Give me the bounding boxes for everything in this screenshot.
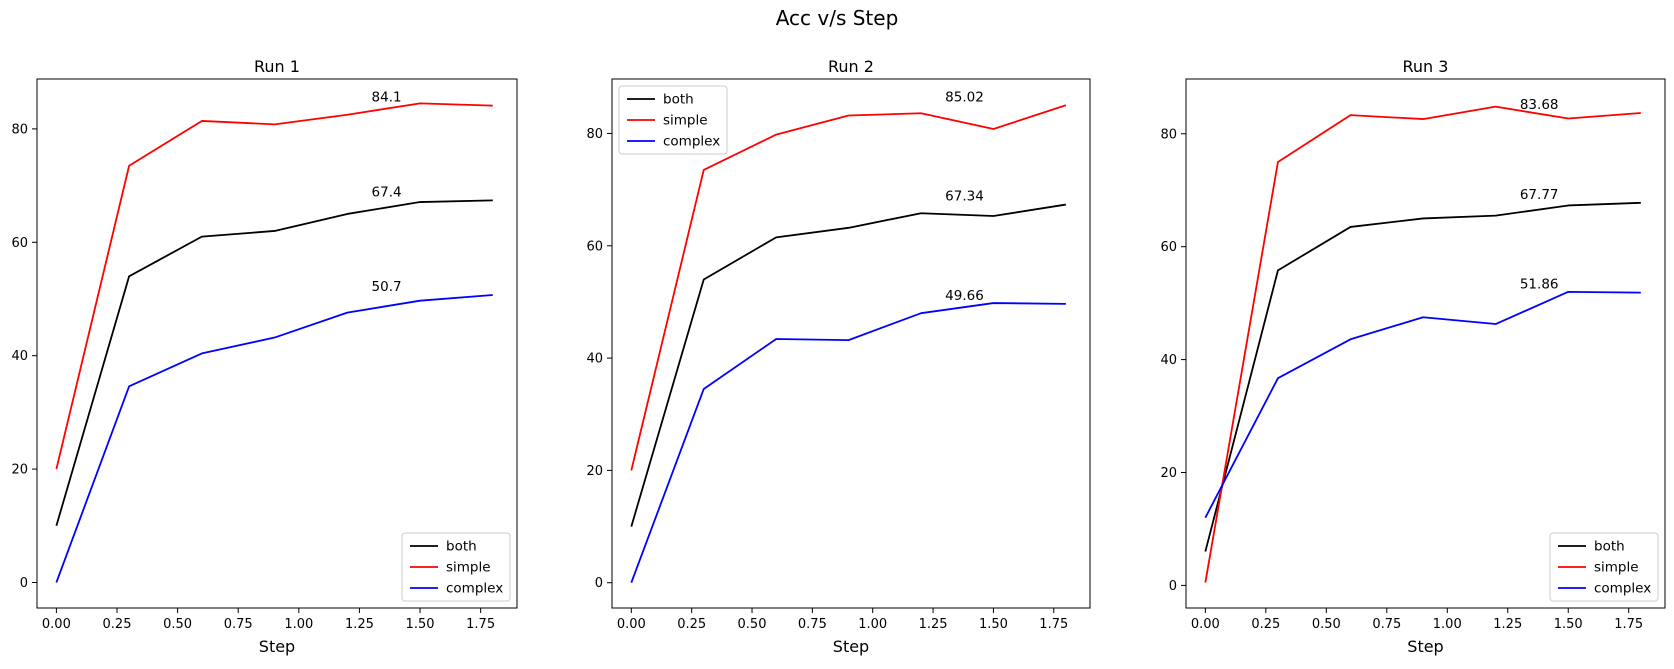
value-annotation: 51.86 — [1520, 277, 1559, 293]
subplot-title: Run 3 — [1403, 57, 1449, 76]
x-axis-label: Step — [833, 637, 869, 656]
y-tick-label: 40 — [11, 349, 28, 364]
x-tick-label: 1.75 — [1039, 617, 1068, 632]
series-line-both — [630, 203, 1067, 527]
series-line-both — [1204, 201, 1641, 552]
y-tick-label: 20 — [11, 463, 28, 478]
x-tick-label: 0.50 — [1312, 617, 1341, 632]
y-tick-label: 20 — [586, 464, 603, 479]
y-tick-label: 0 — [595, 576, 603, 591]
legend-label-complex: complex — [1594, 581, 1651, 597]
plot-frame — [36, 78, 518, 609]
y-tick-label: 40 — [586, 352, 603, 367]
y-tick-label: 0 — [1169, 579, 1177, 594]
legend-box — [401, 532, 511, 602]
x-tick-label: 0.25 — [677, 617, 706, 632]
x-axis-label: Step — [259, 637, 295, 656]
x-tick-label: 1.25 — [1493, 617, 1522, 632]
x-tick-label: 0.00 — [42, 617, 71, 632]
subplot-title: Run 2 — [828, 57, 874, 76]
value-annotation: 49.66 — [945, 288, 984, 304]
x-tick-label: 1.50 — [1554, 617, 1583, 632]
x-tick-label: 0.75 — [798, 617, 827, 632]
legend-label-both: both — [1594, 539, 1625, 555]
legend-label-complex: complex — [663, 134, 720, 150]
y-tick-label: 60 — [586, 239, 603, 254]
y-tick-label: 60 — [1160, 240, 1177, 255]
y-tick-label: 40 — [1160, 353, 1177, 368]
legend-label-both: both — [663, 92, 694, 108]
subplot-run-1: Run 1 84.1 67.4 50.7 0.00 0.25 0.50 0.75 1.00 1.2… — [11, 57, 518, 656]
x-tick-label: 1.00 — [284, 617, 313, 632]
plot-frame — [611, 78, 1091, 609]
x-tick-label: 1.50 — [406, 617, 435, 632]
x-tick-label: 1.25 — [919, 617, 948, 632]
subplot-run-3: Run 3 83.68 67.77 51.86 0.00 0.25 0.50 0.75 1.00… — [1160, 57, 1666, 656]
series-line-complex — [55, 294, 493, 583]
legend: both simple complex — [1549, 532, 1659, 602]
legend-label-complex: complex — [446, 581, 503, 597]
x-tick-label: 1.00 — [1433, 617, 1462, 632]
legend-label-simple: simple — [446, 560, 491, 576]
value-annotation: 50.7 — [372, 279, 402, 295]
x-tick-label: 0.00 — [617, 617, 646, 632]
series-line-simple — [55, 102, 493, 470]
legend-box — [618, 85, 728, 155]
value-annotation: 67.34 — [945, 189, 984, 205]
legend-box — [1549, 532, 1659, 602]
y-tick-label: 60 — [11, 236, 28, 251]
value-annotation: 83.68 — [1520, 97, 1559, 113]
x-tick-label: 1.00 — [858, 617, 887, 632]
value-annotation: 85.02 — [945, 89, 984, 105]
series-line-complex — [1204, 290, 1641, 519]
x-tick-label: 0.75 — [1372, 617, 1401, 632]
legend-label-both: both — [446, 539, 477, 555]
value-annotation: 84.1 — [372, 90, 402, 106]
x-tick-label: 1.75 — [466, 617, 495, 632]
y-tick-label: 80 — [1160, 127, 1177, 142]
legend: both simple complex — [401, 532, 511, 602]
series-line-simple — [1204, 105, 1641, 583]
x-tick-label: 0.25 — [103, 617, 132, 632]
x-tick-label: 1.50 — [979, 617, 1008, 632]
y-tick-label: 20 — [1160, 466, 1177, 481]
legend: both simple complex — [618, 85, 728, 155]
x-tick-label: 1.75 — [1614, 617, 1643, 632]
subplot-run-2: Run 2 85.02 67.34 49.66 0.00 0.25 0.50 0.75 1.00… — [586, 57, 1091, 656]
y-tick-label: 80 — [11, 122, 28, 137]
x-tick-label: 0.00 — [1191, 617, 1220, 632]
value-annotation: 67.77 — [1520, 187, 1559, 203]
legend-label-simple: simple — [1594, 560, 1639, 576]
value-annotation: 67.4 — [372, 184, 402, 200]
legend-label-simple: simple — [663, 113, 708, 129]
series-line-simple — [630, 104, 1067, 471]
figure-title: Acc v/s Step — [776, 6, 899, 30]
subplot-title: Run 1 — [254, 57, 300, 76]
x-axis-label: Step — [1407, 637, 1443, 656]
series-line-both — [55, 199, 493, 527]
x-tick-label: 0.25 — [1251, 617, 1280, 632]
y-tick-label: 80 — [586, 127, 603, 142]
x-tick-label: 1.25 — [345, 617, 374, 632]
x-tick-label: 0.50 — [163, 617, 192, 632]
plot-frame — [1185, 78, 1666, 609]
y-tick-label: 0 — [20, 576, 28, 591]
x-tick-label: 0.50 — [738, 617, 767, 632]
series-line-complex — [630, 302, 1066, 584]
x-tick-label: 0.75 — [224, 617, 253, 632]
